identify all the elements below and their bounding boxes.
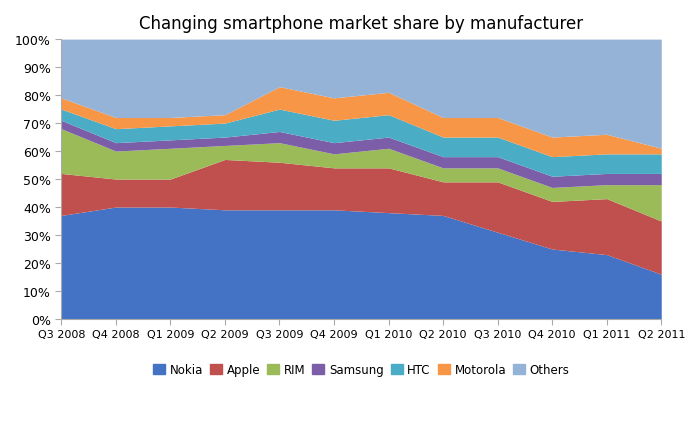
- Legend: Nokia, Apple, RIM, Samsung, HTC, Motorola, Others: Nokia, Apple, RIM, Samsung, HTC, Motorol…: [148, 359, 574, 381]
- Title: Changing smartphone market share by manufacturer: Changing smartphone market share by manu…: [139, 15, 583, 33]
